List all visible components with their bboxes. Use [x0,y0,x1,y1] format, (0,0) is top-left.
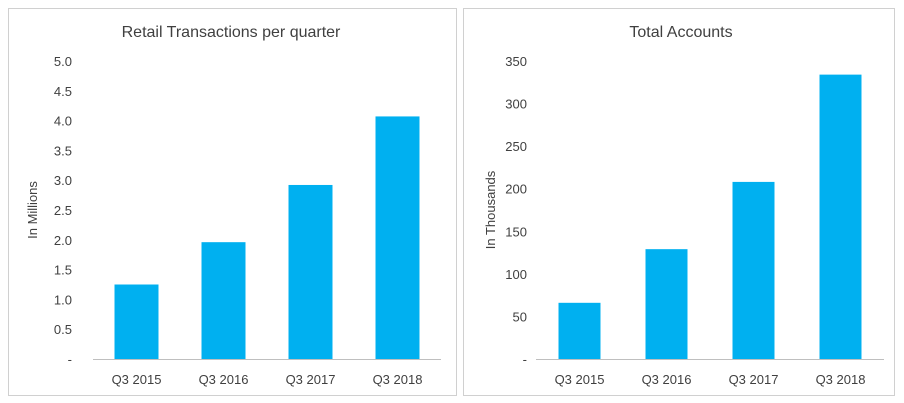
chart-title: Retail Transactions per quarter [122,24,341,41]
y-tick-label: 4.5 [54,84,72,99]
bar-q3-2018 [375,116,420,359]
y-tick-label: 100 [505,267,527,282]
y-axis-label: In Millions [25,181,40,239]
bar-q3-2018 [819,74,862,359]
x-tick-label: Q3 2016 [199,372,249,387]
y-tick-label: 2.5 [54,203,72,218]
x-tick-label: Q3 2018 [373,372,423,387]
bar-q3-2016 [201,242,246,359]
y-tick-label: 200 [505,182,527,197]
x-tick-label: Q3 2018 [816,372,866,387]
bar-q3-2016 [645,249,688,359]
x-tick-label: Q3 2015 [112,372,162,387]
y-tick-label: 300 [505,97,527,112]
chart-retail-transactions: Retail Transactions per quarter In Millio… [25,24,441,387]
bar-q3-2017 [288,184,333,359]
chart-panel-total-accounts: Total Accounts In Thousands - 50 100 150 200 25… [463,8,895,396]
y-tick-label: 50 [513,309,527,324]
y-tick-label: 1.0 [54,292,72,307]
y-tick-label: 4.0 [54,114,72,129]
y-axis-label: In Thousands [483,170,498,249]
y-tick-label: - [68,352,72,367]
y-tick-label: 5.0 [54,54,72,69]
x-tick-label: Q3 2015 [555,372,605,387]
y-tick-label: 2.0 [54,233,72,248]
chart-title: Total Accounts [629,24,732,41]
y-tick-label: 1.5 [54,263,72,278]
chart-panel-retail-transactions: Retail Transactions per quarter In Millio… [8,8,457,396]
y-tick-label: 3.0 [54,173,72,188]
x-tick-label: Q3 2017 [286,372,336,387]
y-tick-label: 250 [505,139,527,154]
y-tick-label: 350 [505,54,527,69]
bar-q3-2015 [558,302,601,359]
bar-q3-2017 [732,181,775,359]
x-tick-label: Q3 2016 [642,372,692,387]
x-tick-label: Q3 2017 [729,372,779,387]
bar-q3-2015 [114,284,159,359]
y-tick-label: 3.5 [54,143,72,158]
y-tick-label: 150 [505,224,527,239]
y-tick-label: - [523,352,527,367]
chart-total-accounts: Total Accounts In Thousands - 50 100 150 200 25… [483,24,884,387]
y-tick-label: 0.5 [54,322,72,337]
